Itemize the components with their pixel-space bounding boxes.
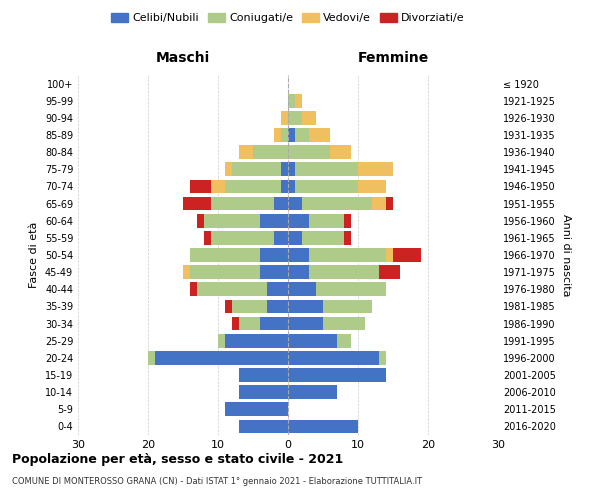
Bar <box>260 266 288 279</box>
Bar <box>288 128 295 142</box>
Bar <box>253 146 288 159</box>
Bar <box>295 180 358 194</box>
Bar <box>288 386 337 399</box>
Bar <box>386 248 393 262</box>
Bar <box>288 111 302 124</box>
Bar <box>204 214 260 228</box>
Bar <box>393 248 421 262</box>
Bar <box>274 231 288 244</box>
Bar <box>288 368 386 382</box>
Bar <box>225 334 288 347</box>
Bar <box>288 300 323 314</box>
Bar <box>281 128 288 142</box>
Bar <box>288 214 309 228</box>
Bar <box>197 214 204 228</box>
Bar <box>281 111 288 124</box>
Bar <box>183 266 190 279</box>
Bar <box>386 196 393 210</box>
Bar <box>190 266 260 279</box>
Bar <box>337 334 351 347</box>
Bar <box>295 94 302 108</box>
Bar <box>190 248 260 262</box>
Bar <box>288 231 302 244</box>
Bar <box>281 180 288 194</box>
Bar <box>260 316 288 330</box>
Bar <box>302 111 316 124</box>
Text: Popolazione per età, sesso e stato civile - 2021: Popolazione per età, sesso e stato civil… <box>12 452 343 466</box>
Bar <box>267 300 288 314</box>
Bar <box>232 162 281 176</box>
Bar <box>190 180 211 194</box>
Bar <box>211 180 225 194</box>
Bar <box>302 231 344 244</box>
Bar <box>288 334 337 347</box>
Bar <box>295 128 309 142</box>
Bar <box>379 351 386 364</box>
Bar <box>239 420 288 434</box>
Bar <box>288 248 309 262</box>
Bar <box>330 146 351 159</box>
Text: Femmine: Femmine <box>358 50 428 64</box>
Bar <box>225 162 232 176</box>
Bar <box>302 196 372 210</box>
Bar <box>239 368 288 382</box>
Bar <box>379 266 400 279</box>
Bar <box>288 351 379 364</box>
Bar <box>288 266 309 279</box>
Bar <box>211 231 274 244</box>
Bar <box>204 231 211 244</box>
Bar <box>309 266 379 279</box>
Bar <box>225 402 288 416</box>
Bar <box>274 196 288 210</box>
Bar <box>225 300 232 314</box>
Bar <box>358 180 386 194</box>
Y-axis label: Fasce di età: Fasce di età <box>29 222 39 288</box>
Bar <box>372 196 386 210</box>
Bar <box>155 351 288 364</box>
Bar <box>288 146 330 159</box>
Legend: Celibi/Nubili, Coniugati/e, Vedovi/e, Divorziati/e: Celibi/Nubili, Coniugati/e, Vedovi/e, Di… <box>107 8 469 28</box>
Bar <box>183 196 211 210</box>
Bar <box>323 300 372 314</box>
Bar <box>211 196 274 210</box>
Text: COMUNE DI MONTEROSSO GRANA (CN) - Dati ISTAT 1° gennaio 2021 - Elaborazione TUTT: COMUNE DI MONTEROSSO GRANA (CN) - Dati I… <box>12 478 422 486</box>
Bar <box>358 162 393 176</box>
Bar <box>232 300 267 314</box>
Bar <box>288 282 316 296</box>
Bar <box>288 94 295 108</box>
Bar <box>309 248 386 262</box>
Bar <box>288 180 295 194</box>
Bar <box>239 316 260 330</box>
Bar <box>288 316 323 330</box>
Bar <box>190 282 197 296</box>
Bar <box>260 248 288 262</box>
Bar <box>281 162 288 176</box>
Bar <box>148 351 155 364</box>
Bar <box>288 196 302 210</box>
Text: Maschi: Maschi <box>156 50 210 64</box>
Bar <box>288 162 295 176</box>
Bar <box>295 162 358 176</box>
Bar <box>239 146 253 159</box>
Bar <box>323 316 365 330</box>
Bar <box>309 214 344 228</box>
Bar <box>309 128 330 142</box>
Bar <box>232 316 239 330</box>
Bar <box>344 214 351 228</box>
Bar <box>274 128 281 142</box>
Bar <box>239 386 288 399</box>
Bar <box>197 282 267 296</box>
Bar <box>225 180 281 194</box>
Bar <box>267 282 288 296</box>
Bar <box>260 214 288 228</box>
Bar <box>218 334 225 347</box>
Bar <box>288 420 358 434</box>
Y-axis label: Anni di nascita: Anni di nascita <box>561 214 571 296</box>
Bar <box>344 231 351 244</box>
Bar <box>316 282 386 296</box>
